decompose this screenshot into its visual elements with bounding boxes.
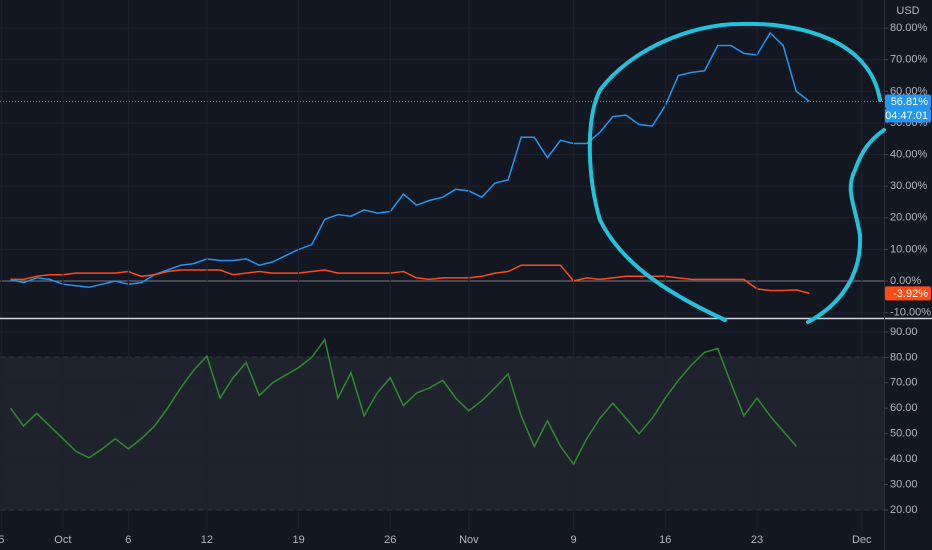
y-tick-label: 40.00% [890,148,928,160]
annotation [587,21,886,324]
last-value-badge [885,286,931,301]
last-value-label: 56.81% [891,96,929,108]
y-tick-label: 20.00% [890,212,928,224]
y-tick-label: 70.00% [890,54,928,66]
series-line [9,337,797,466]
series-line [10,31,810,289]
x-tick-label: 16 [659,534,671,546]
x-tick-label: 9 [571,534,577,546]
y-tick-label: 60.00 [890,402,918,414]
x-tick-label: 26 [384,534,396,546]
hand-drawn-circle [587,21,882,322]
y-tick-label: 20.00 [890,504,918,516]
y-tick-label: 60.00% [890,85,928,97]
y-tick-label: 0.00% [890,275,921,287]
y-tick-label: 90.00 [890,326,918,338]
y-tick-label: 30.00 [890,478,918,490]
y-tick-label: 70.00 [890,377,918,389]
y-tick-label: -10.00% [890,307,931,319]
x-tick-label: 6 [125,534,131,546]
x-tick-label: 12 [201,534,213,546]
x-tick-label: 5 [0,534,4,546]
y-tick-label: 80.00% [890,22,928,34]
y-tick-label: 80.00 [890,351,918,363]
last-value-label: -3.92% [893,288,928,300]
x-tick-label: 23 [751,534,763,546]
x-tick-label: 19 [292,534,304,546]
hand-drawn-circle [806,128,886,324]
y-tick-label: 10.00% [890,243,928,255]
y-tick-label: 50.00 [890,428,918,440]
y-tick-label: 40.00 [890,453,918,465]
countdown-badge [885,108,931,123]
currency-label: USD [896,5,919,17]
x-tick-label: Dec [852,534,872,546]
series-line [10,264,810,295]
x-tick-label: Nov [459,534,479,546]
y-tick-label: 30.00% [890,180,928,192]
x-tick-label: Oct [54,534,71,546]
last-value-badge [885,94,931,109]
plot-layer [0,0,884,530]
countdown-label: 04:47:01 [885,110,928,122]
